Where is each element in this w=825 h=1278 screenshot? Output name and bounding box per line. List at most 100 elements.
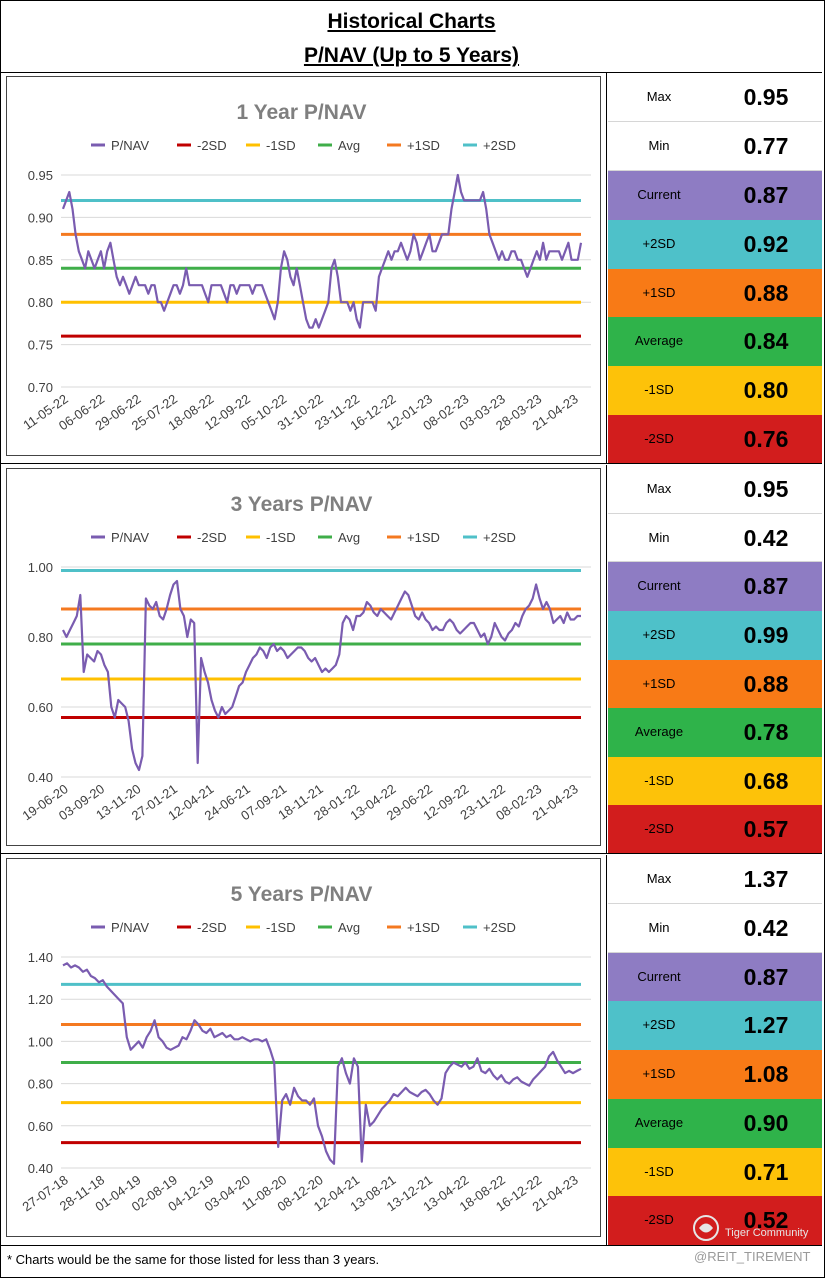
stat-row-p2sd: +2SD 0.99 — [608, 610, 822, 660]
legend-item: -2SD — [177, 920, 227, 935]
chart-section: 5 Years P/NAV P/NAV -2SD -1SD Avg +1SD +2SD 0.4… — [1, 855, 822, 1245]
stat-row-p2sd: +2SD 0.92 — [608, 219, 822, 269]
y-tick-label: 0.75 — [28, 338, 53, 353]
stat-value-p1sd: 0.88 — [743, 670, 789, 697]
column-divider — [606, 465, 607, 854]
stat-row-m1sd: -1SD 0.68 — [608, 756, 822, 806]
chart-panel: 1 Year P/NAV P/NAV -2SD -1SD Avg +1SD +2SD 0.70… — [6, 76, 601, 456]
chart-title: 1 Year P/NAV — [237, 101, 367, 124]
stat-value-avg: 0.90 — [743, 1109, 789, 1136]
stat-label-current: Current — [637, 578, 681, 594]
stat-row-m2sd: -2SD 0.57 — [608, 805, 822, 854]
stat-label-m2sd: -2SD — [644, 821, 674, 837]
y-tick-label: 0.95 — [28, 168, 53, 183]
stat-row-rule — [608, 561, 822, 563]
legend-label: +1SD — [407, 138, 440, 153]
legend-item: P/NAV — [91, 138, 149, 153]
stat-value-m1sd: 0.68 — [743, 767, 789, 794]
pnav-series-line — [62, 962, 582, 1165]
stat-row-max: Max 0.95 — [608, 73, 822, 122]
legend-label: Avg — [338, 138, 360, 153]
stat-row-m1sd: -1SD 0.71 — [608, 1147, 822, 1197]
stat-value-m1sd: 0.71 — [743, 1158, 789, 1185]
stat-label-max: Max — [646, 871, 672, 886]
stat-label-min: Min — [648, 919, 670, 935]
stats-panel: Max 0.95 Min 0.77 Current 0.87 +2SD 0.92 +1SD 0.8… — [608, 73, 822, 464]
stat-value-p2sd: 0.92 — [743, 230, 789, 257]
tiger-logo-icon — [693, 1215, 719, 1241]
legend-item: -1SD — [246, 138, 296, 153]
stat-value-min: 0.42 — [743, 914, 789, 941]
chart-svg: 5 Years P/NAV P/NAV -2SD -1SD Avg +1SD +2SD 0.4… — [19, 883, 591, 1214]
legend-item: -2SD — [177, 530, 227, 545]
legend-item: P/NAV — [91, 920, 149, 935]
stat-row-p1sd: +1SD 0.88 — [608, 659, 822, 709]
stat-label-p2sd: +2SD — [642, 235, 676, 251]
stat-row-min: Min 0.42 — [608, 904, 822, 953]
stat-row-max: Max 0.95 — [608, 465, 822, 514]
chart-section: 1 Year P/NAV P/NAV -2SD -1SD Avg +1SD +2SD 0.70… — [1, 73, 822, 464]
stat-label-avg: Average — [634, 1114, 684, 1130]
stat-value-m2sd: 0.57 — [743, 816, 789, 843]
stat-row-m1sd: -1SD 0.80 — [608, 366, 822, 416]
legend-label: P/NAV — [111, 920, 149, 935]
y-tick-label: 0.60 — [28, 1119, 53, 1134]
y-tick-label: 0.85 — [28, 253, 53, 268]
legend-label: Avg — [338, 920, 360, 935]
stat-label-m1sd: -1SD — [644, 772, 674, 788]
stat-value-max: 0.95 — [743, 84, 789, 110]
stat-row-min: Min 0.77 — [608, 122, 822, 171]
y-tick-label: 0.40 — [28, 770, 53, 785]
column-divider — [606, 73, 607, 464]
legend-item: +2SD — [463, 138, 516, 153]
pnav-series-line — [62, 579, 581, 772]
stat-row-p1sd: +1SD 0.88 — [608, 268, 822, 318]
legend-item: Avg — [318, 138, 360, 153]
y-tick-label: 0.60 — [28, 700, 53, 715]
stat-label-p1sd: +1SD — [642, 284, 676, 300]
legend-item: +1SD — [387, 530, 440, 545]
stat-row-rule — [608, 512, 822, 514]
stat-label-avg: Average — [634, 724, 684, 740]
y-tick-label: 1.00 — [28, 1034, 53, 1049]
y-tick-label: 1.00 — [28, 560, 53, 575]
section-divider — [1, 463, 822, 464]
legend-item: +1SD — [387, 920, 440, 935]
legend-label: +2SD — [483, 138, 516, 153]
stat-label-min: Min — [648, 529, 670, 545]
legend-label: -1SD — [266, 920, 296, 935]
legend-item: Avg — [318, 920, 360, 935]
legend-label: -2SD — [197, 920, 227, 935]
stat-row-avg: Average 0.84 — [608, 317, 822, 367]
stat-value-p2sd: 1.27 — [743, 1012, 789, 1039]
stat-row-current: Current 0.87 — [608, 562, 822, 611]
stat-row-current: Current 0.87 — [608, 170, 822, 220]
legend-item: +2SD — [463, 530, 516, 545]
chart-svg: 1 Year P/NAV P/NAV -2SD -1SD Avg +1SD +2SD 0.70… — [20, 101, 591, 433]
brand-name: Tiger Community — [725, 1227, 809, 1239]
footnote: * Charts would be the same for those lis… — [7, 1252, 380, 1267]
y-tick-label: 0.80 — [28, 630, 53, 645]
stat-label-m2sd: -2SD — [644, 1212, 674, 1228]
stat-label-current: Current — [637, 186, 681, 202]
column-divider — [606, 855, 607, 1245]
stats-panel: Max 1.37 Min 0.42 Current 0.87 +2SD 1.27 +1SD 1.0… — [608, 855, 822, 1245]
chart-svg: 3 Years P/NAV P/NAV -2SD -1SD Avg +1SD +2SD 0.4… — [19, 493, 591, 823]
stat-value-p1sd: 0.88 — [743, 279, 789, 306]
footnote-divider — [1, 1245, 822, 1246]
stat-label-m2sd: -2SD — [644, 431, 674, 447]
legend-label: -2SD — [197, 530, 227, 545]
legend-label: -1SD — [266, 138, 296, 153]
pnav-series-line — [61, 173, 583, 329]
stat-label-p2sd: +2SD — [642, 1017, 676, 1033]
stat-label-min: Min — [648, 137, 670, 153]
stat-row-p2sd: +2SD 1.27 — [608, 1001, 822, 1050]
legend-label: +1SD — [407, 530, 440, 545]
legend-item: -1SD — [246, 920, 296, 935]
legend-label: +2SD — [483, 920, 516, 935]
legend-label: +1SD — [407, 920, 440, 935]
chart-panel: 5 Years P/NAV P/NAV -2SD -1SD Avg +1SD +2SD 0.4… — [6, 858, 601, 1237]
stat-value-max: 1.37 — [743, 866, 789, 892]
stat-label-p2sd: +2SD — [642, 626, 676, 642]
chart-title: 5 Years P/NAV — [231, 883, 373, 906]
